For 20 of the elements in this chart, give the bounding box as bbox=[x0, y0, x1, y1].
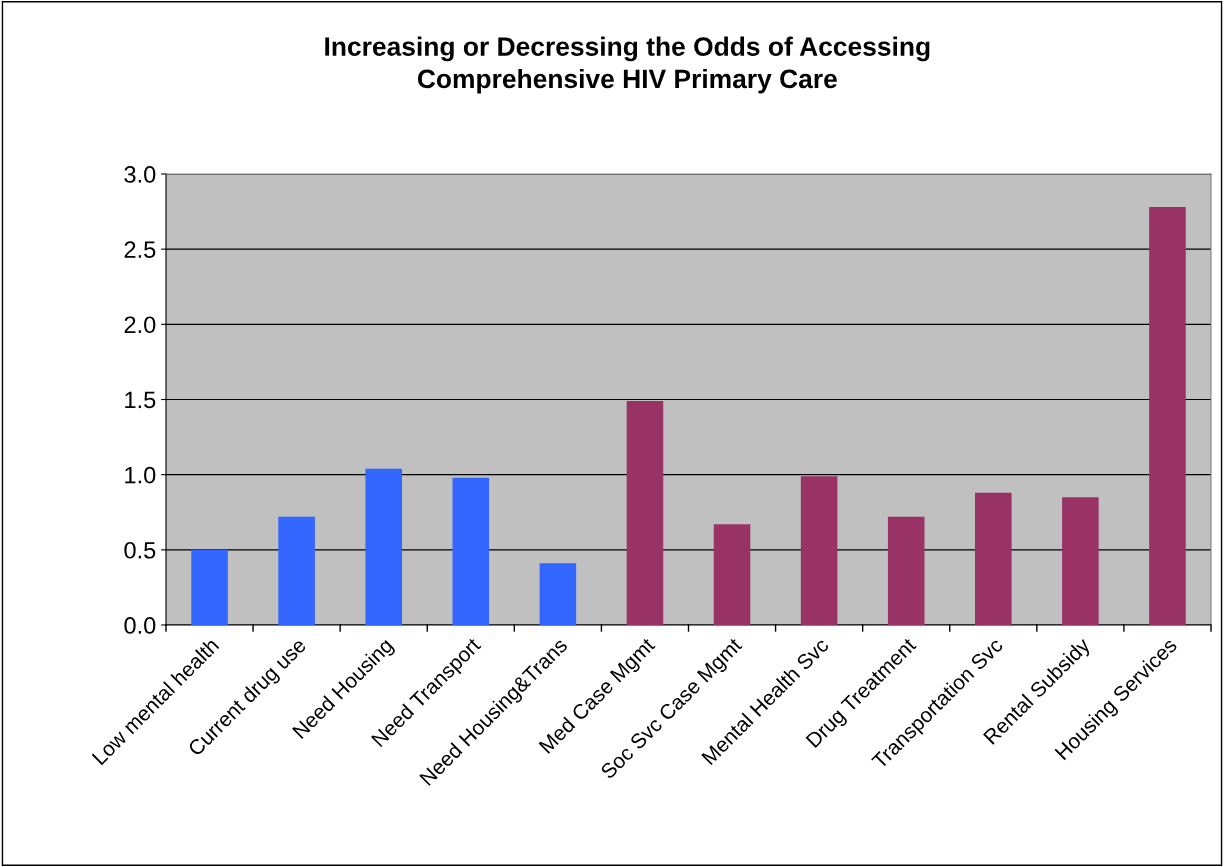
bar bbox=[887, 516, 925, 625]
y-tick-label: 2.0 bbox=[124, 316, 156, 334]
y-tick-label: 2.5 bbox=[124, 241, 156, 258]
bar bbox=[191, 549, 228, 625]
chart-title: Increasing or Decressing the Odds of Accessing Comprehensive HIV Primary Care bbox=[325, 36, 930, 94]
bar bbox=[800, 476, 838, 625]
bar bbox=[1062, 497, 1099, 625]
y-tick-label: 0.5 bbox=[124, 541, 156, 559]
bar bbox=[365, 468, 402, 625]
bar bbox=[539, 563, 577, 625]
y-tick-label: 0.0 bbox=[124, 617, 156, 634]
bar bbox=[452, 477, 490, 625]
y-tick-label: 1.0 bbox=[125, 466, 156, 484]
y-tick-label: 1.5 bbox=[125, 391, 156, 409]
y-tick-label: 3.0 bbox=[124, 166, 156, 183]
bar bbox=[278, 516, 315, 625]
bar bbox=[713, 524, 751, 625]
bar bbox=[975, 492, 1012, 625]
bar bbox=[626, 401, 664, 625]
bar bbox=[1149, 207, 1186, 625]
